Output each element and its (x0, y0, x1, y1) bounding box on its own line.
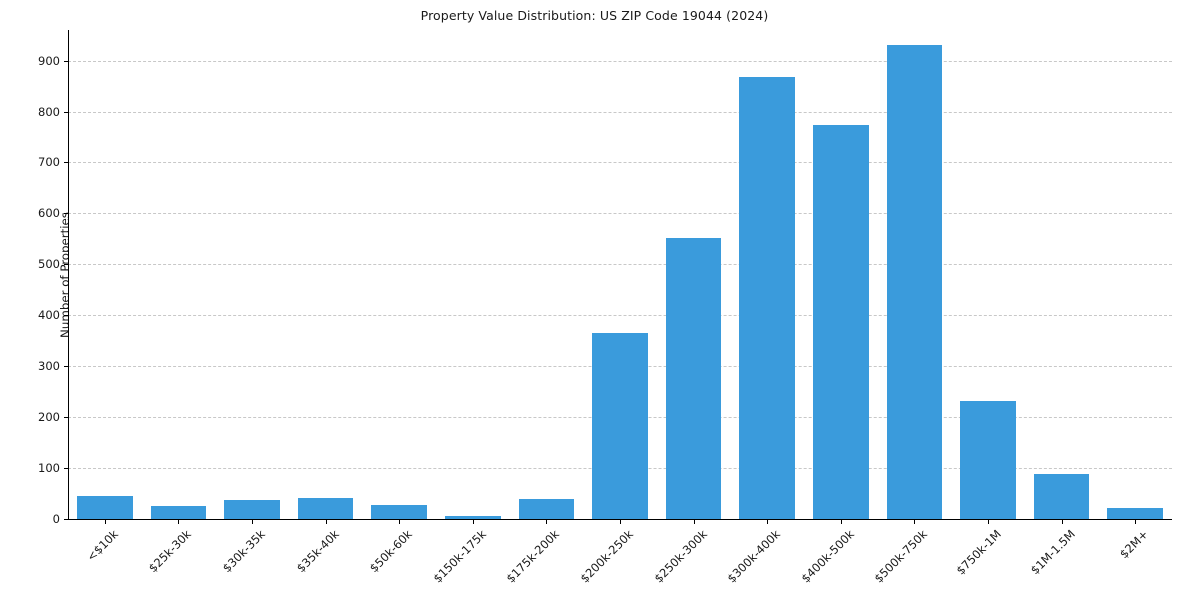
y-tick-mark-500 (63, 264, 68, 266)
x-tick-mark (104, 519, 106, 524)
bar[interactable] (1107, 507, 1163, 519)
bar[interactable] (297, 497, 354, 519)
x-tick-mark (988, 519, 989, 524)
plot-area (68, 30, 1172, 519)
y-tick-mark-0 (63, 519, 68, 520)
gridline-y-700 (68, 162, 1172, 164)
y-tick-label-800: 800 (38, 104, 60, 119)
x-tick-label: $30k-35k (219, 527, 268, 576)
y-tick-mark-600 (63, 213, 68, 215)
x-tick-mark (1135, 519, 1137, 524)
y-tick-label-700: 700 (38, 155, 60, 170)
bar[interactable] (813, 125, 869, 519)
x-tick-label: $200k-250k (577, 527, 636, 586)
bar[interactable] (77, 496, 133, 519)
y-axis-label-wrapper: Number of Properties (0, 30, 72, 519)
x-tick-mark (693, 519, 695, 524)
bar[interactable] (886, 44, 943, 519)
x-tick-label: $175k-200k (503, 527, 563, 586)
bar[interactable] (445, 515, 501, 519)
x-tick-mark (620, 519, 621, 524)
x-tick-mark (840, 519, 842, 524)
gridline-y-400 (68, 315, 1172, 317)
x-tick-mark (178, 519, 180, 524)
y-tick-label-900: 900 (38, 53, 60, 68)
x-tick-label: $2M+ (1117, 527, 1152, 562)
y-tick-mark-400 (63, 315, 68, 317)
y-tick-label-200: 200 (38, 410, 60, 425)
x-tick-label: $1M-1.5M (1027, 527, 1078, 578)
bar[interactable] (960, 401, 1016, 519)
y-tick-label-0: 0 (52, 512, 60, 526)
y-tick-mark-800 (63, 111, 68, 113)
gridline-y-800 (68, 111, 1172, 113)
y-tick-label-500: 500 (38, 257, 60, 272)
y-tick-label-600: 600 (38, 206, 60, 221)
x-tick-mark (546, 519, 548, 524)
x-tick-label: $400k-500k (798, 527, 857, 586)
bar[interactable] (739, 76, 795, 519)
y-tick-mark-200 (63, 417, 68, 419)
bar[interactable] (371, 504, 427, 519)
x-tick-mark (399, 519, 401, 524)
y-tick-mark-900 (63, 60, 68, 62)
bar[interactable] (665, 238, 722, 519)
x-axis-ticks (68, 519, 1172, 527)
x-tick-mark (767, 519, 769, 524)
bar[interactable] (1033, 473, 1090, 519)
gridline-y-500 (68, 264, 1172, 266)
x-tick-mark (914, 519, 916, 524)
x-tick-mark (325, 519, 327, 524)
x-tick-mark (472, 519, 474, 524)
x-tick-mark (1061, 519, 1063, 524)
y-tick-mark-300 (63, 366, 68, 368)
x-tick-label: $35k-40k (293, 527, 342, 576)
bar[interactable] (592, 333, 648, 519)
x-tick-label: $500k-750k (871, 527, 931, 586)
y-tick-mark-100 (63, 468, 68, 470)
x-tick-label: <$10k (83, 527, 121, 564)
x-tick-label: $25k-30k (146, 527, 195, 576)
y-tick-label-100: 100 (38, 461, 60, 476)
chart-title: Property Value Distribution: US ZIP Code… (420, 8, 769, 23)
x-tick-label: $150k-175k (430, 527, 489, 586)
gridline-y-900 (68, 60, 1172, 62)
bar[interactable] (518, 498, 575, 519)
y-axis-spine (68, 30, 69, 520)
x-axis-tick-labels: <$10k $25k-30k $30k-35k $35k-40k $50k-60k $15… (68, 527, 1172, 590)
y-tick-label-300: 300 (38, 359, 60, 374)
bar[interactable] (224, 500, 280, 519)
bar[interactable] (150, 506, 207, 519)
x-tick-label: $50k-60k (366, 527, 416, 576)
x-tick-label: $750k-1M (953, 527, 1004, 578)
x-tick-label: $250k-300k (651, 527, 710, 586)
y-tick-mark-700 (63, 162, 68, 164)
x-tick-label: $300k-400k (724, 527, 784, 586)
x-tick-mark (252, 519, 253, 524)
gridline-y-600 (68, 213, 1172, 215)
y-tick-label-400: 400 (38, 308, 60, 323)
